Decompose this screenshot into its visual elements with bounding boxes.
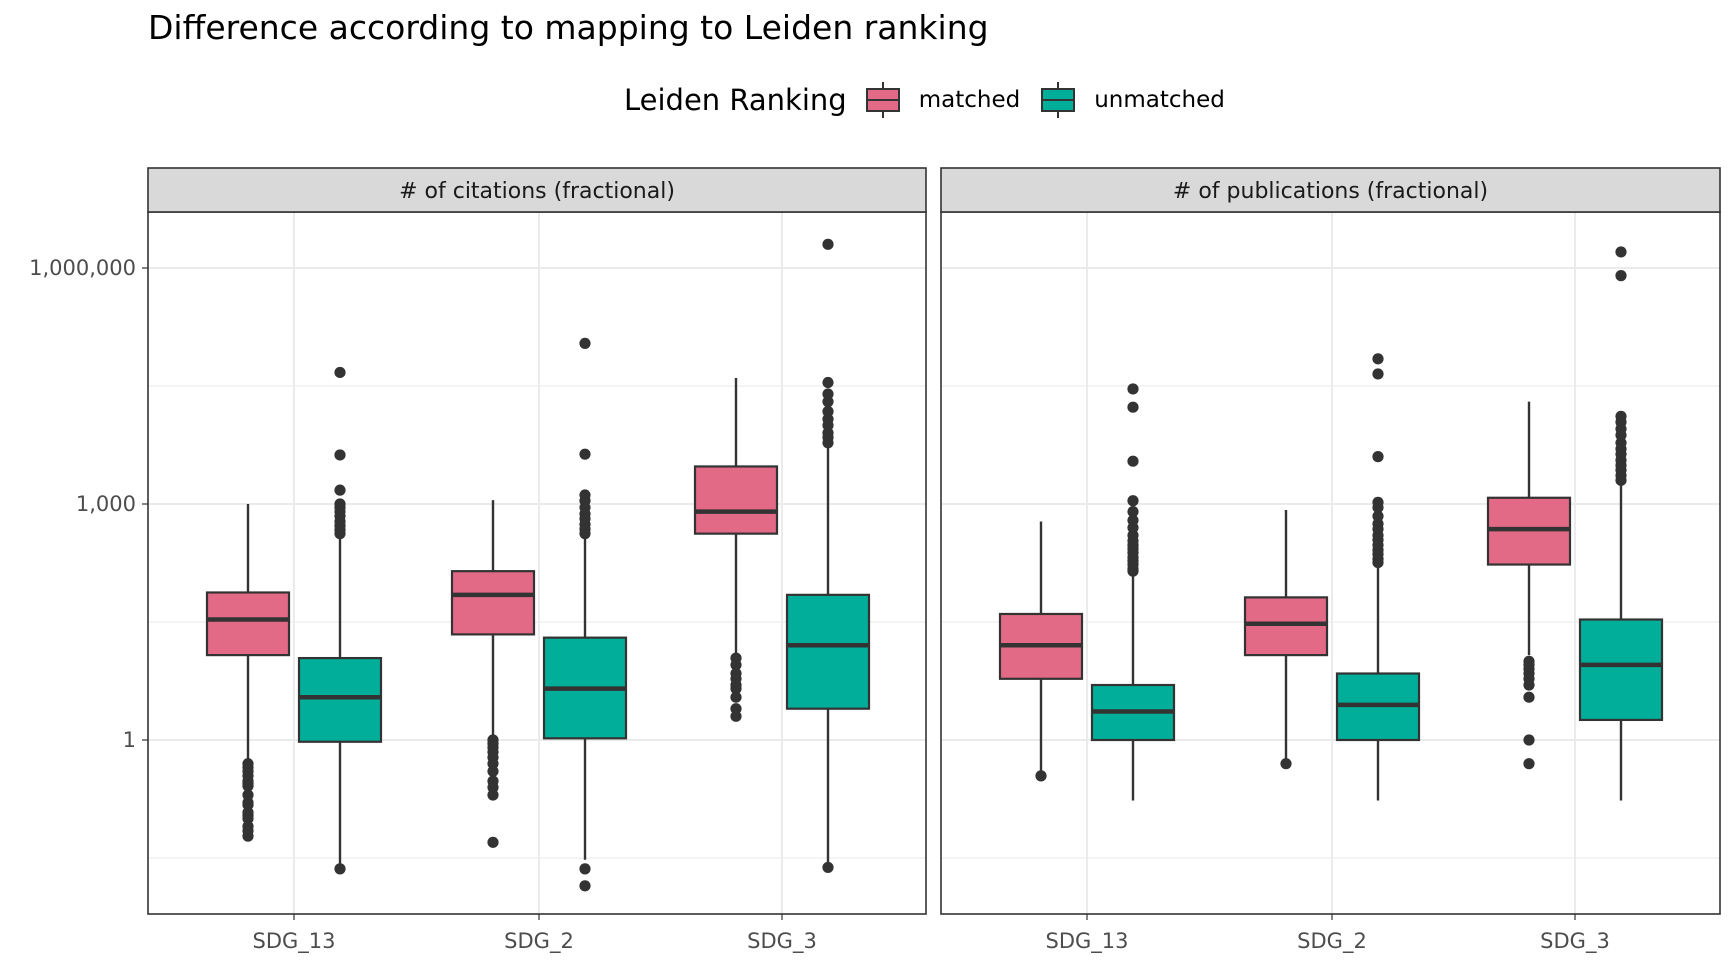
box-sdg_3-unmatched [785,593,871,710]
box-sdg_3-unmatched [1578,618,1664,722]
box-sdg_3-matched-outlier [730,691,742,703]
box-sdg_3-unmatched-outlier [822,238,834,250]
box-sdg_3-matched-outlier [730,683,742,695]
box-sdg_13-matched [205,591,291,657]
box-sdg_2-matched [1243,596,1329,657]
box-sdg_3-matched [693,465,779,535]
box-sdg_2-unmatched-outlier [1372,451,1384,463]
box-sdg_3-matched-outlier [1523,758,1535,770]
box-sdg_13-unmatched-outlier [1127,495,1139,507]
box-sdg_3-matched-outlier [1523,734,1535,746]
box-sdg_13-unmatched-outlier [1127,506,1139,518]
legend-key-matched [865,82,900,118]
box-sdg_13-unmatched-outlier [334,366,346,379]
box-sdg_3-matched-outlier [1523,691,1535,703]
panel-background [941,212,1720,914]
x-tick-label: SDG_13 [1046,929,1129,954]
legend-label-unmatched: unmatched [1094,87,1225,113]
box-sdg_2-unmatched-outlier [1372,496,1384,508]
box-sdg_2-matched-outlier [487,836,499,848]
y-tick-label: 1 [123,728,136,752]
box-sdg_3-unmatched-outlier [1615,270,1627,282]
box-sdg_2-unmatched-outlier [579,489,591,501]
box-sdg_2-unmatched-outlier [579,448,591,460]
box-sdg_2-matched-outlier [1280,758,1292,770]
box-sdg_13-unmatched [297,656,383,743]
y-tick-label: 1,000,000 [29,256,136,280]
box-sdg_13-unmatched-outlier [334,863,346,875]
box-sdg_3-unmatched-outlier [822,388,834,400]
box-sdg_3-unmatched-outlier [822,376,834,389]
box-sdg_13-unmatched-outlier [1127,514,1139,526]
legend-item-matched: matched [865,80,1021,120]
box-sdg_3-unmatched-outlier [822,405,834,418]
x-tick-label: SDG_3 [747,929,817,954]
box-sdg_13-matched-outlier [1035,770,1047,782]
x-tick-label: SDG_13 [253,929,336,954]
chart-title: Difference according to mapping to Leide… [148,8,989,47]
box-sdg_13-unmatched-outlier [1127,455,1139,467]
box-sdg_13-matched-outlier [242,780,254,792]
panel-background [148,212,926,914]
box-sdg_13-unmatched-outlier [1127,383,1139,395]
box-sdg_2-unmatched-outlier [579,880,591,892]
y-tick-label: 1,000 [76,492,136,516]
box-sdg_2-matched [450,570,536,636]
box-sdg_13-unmatched-outlier [334,484,346,496]
box-sdg_3-unmatched-outlier [1615,246,1627,258]
box-sdg_13-unmatched-outlier [334,449,346,461]
legend-key-unmatched [1041,82,1076,118]
legend-item-unmatched: unmatched [1040,80,1225,120]
facet-label: # of publications (fractional) [1173,179,1488,204]
box-sdg_2-unmatched-outlier [1372,368,1384,380]
legend-title: Leiden Ranking [624,83,847,117]
box-sdg_13-matched-outlier [242,830,254,842]
facet-label: # of citations (fractional) [399,179,675,204]
box-sdg_13-unmatched-outlier [334,498,346,510]
facet-strip [147,167,927,213]
box-sdg_2-unmatched-outlier [579,863,591,875]
x-tick-label: SDG_2 [504,929,574,954]
box-sdg_2-unmatched-outlier [579,337,591,350]
x-tick-label: SDG_3 [1540,929,1610,954]
box-sdg_3-unmatched-outlier [822,861,834,874]
box-sdg_2-unmatched-outlier [1372,353,1384,365]
box-sdg_2-matched-outlier [487,789,499,801]
box-sdg_2-unmatched-outlier [1372,510,1384,522]
box-sdg_2-matched-outlier [487,765,499,777]
legend: Leiden Ranking matched unmatched [624,80,1245,120]
box-sdg_3-unmatched-outlier [1615,410,1627,422]
x-tick-label: SDG_2 [1297,929,1367,954]
legend-label-matched: matched [918,87,1021,113]
box-sdg_3-matched-outlier [730,659,742,671]
box-sdg_3-matched-outlier [730,710,742,722]
facet-strip [940,167,1721,213]
box-sdg_3-matched-outlier [1523,679,1535,691]
box-sdg_13-unmatched-outlier [1127,401,1139,413]
